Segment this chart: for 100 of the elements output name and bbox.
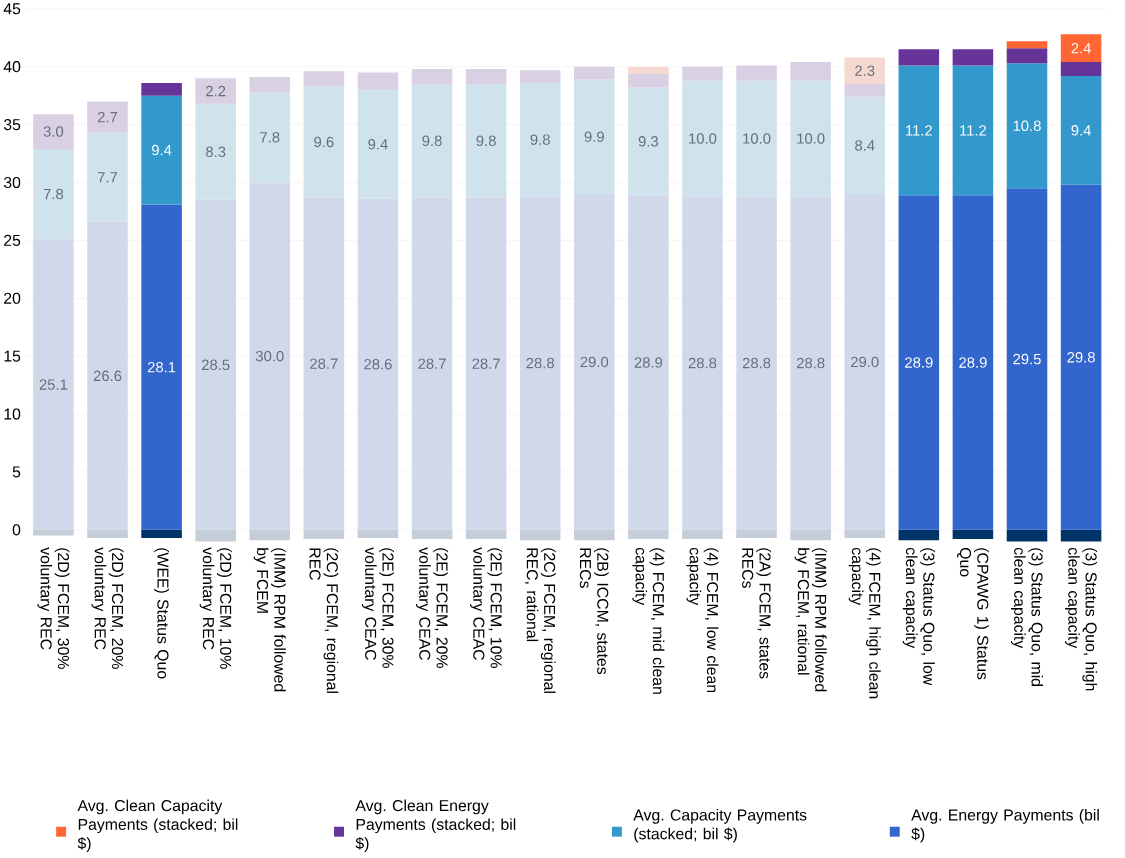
bar — [844, 84, 886, 98]
x-tick-label: (IMM) RPM followed by FCEM — [253, 548, 286, 692]
bar — [790, 62, 831, 81]
bar — [736, 530, 777, 539]
x-tick-label: (3) Status Quo, mid clean capacity — [1010, 548, 1044, 687]
y-tick-label: 0 — [12, 524, 21, 536]
bar — [898, 49, 940, 66]
x-tick-label: (2D) FCEM, 20% voluntary REC — [91, 547, 124, 670]
data-label: 28.1 — [147, 362, 176, 373]
bar — [1006, 530, 1048, 542]
data-label: 10.0 — [797, 133, 825, 144]
data-label: 8.3 — [206, 146, 226, 158]
bar — [952, 530, 994, 540]
bar — [844, 57, 886, 85]
x-tick-label: (2B) ICCM, states RECs — [579, 548, 609, 675]
x-tick-label: (WEE) Status Quo — [154, 548, 169, 679]
data-label: 28.7 — [310, 358, 338, 370]
bar — [952, 195, 994, 531]
bar — [574, 530, 615, 541]
data-label: 9.4 — [1071, 125, 1091, 136]
data-label: 9.8 — [422, 135, 442, 147]
x-tick-label: (2C) FCEM, regional REC, rational — [524, 548, 556, 694]
bar — [1060, 185, 1102, 531]
y-tick-label: 25 — [4, 235, 21, 247]
data-label: 10.8 — [1013, 120, 1041, 132]
bar — [1060, 34, 1102, 63]
bar — [898, 195, 940, 531]
data-label: 9.9 — [584, 131, 604, 143]
bar — [33, 530, 74, 536]
bar — [33, 114, 74, 150]
bar — [952, 65, 994, 196]
legend-label: Avg. Clean Capacity Payments (stacked; bil $) — [77, 799, 238, 853]
data-label: 29.8 — [1067, 352, 1095, 363]
bar — [1006, 188, 1048, 531]
x-tick-label: (4) FCEM, high clean capacity — [848, 548, 881, 699]
y-tick-label: 30 — [3, 177, 21, 189]
bar — [141, 530, 182, 539]
x-tick-label: (2D) FCEM, 30% voluntary REC — [37, 547, 70, 670]
bar — [898, 530, 940, 541]
data-label: 10.0 — [689, 133, 717, 144]
bar — [303, 71, 345, 87]
y-tick-label: 15 — [4, 350, 21, 362]
data-label: 28.5 — [201, 359, 230, 371]
bar — [898, 65, 940, 196]
data-label: 7.8 — [43, 189, 64, 200]
bar — [844, 530, 886, 539]
x-tick-label: (4) FCEM, mid clean capacity — [632, 548, 665, 695]
bar — [1060, 76, 1102, 186]
bar — [357, 72, 399, 91]
data-label: 26.6 — [93, 370, 122, 382]
bar — [1006, 63, 1048, 189]
legend-label: Avg. Capacity Payments (stacked; bil $) — [633, 809, 807, 843]
data-label: 28.8 — [688, 358, 717, 369]
data-label: 30.0 — [255, 351, 284, 362]
bar — [141, 95, 182, 205]
y-tick-label: 20 — [4, 292, 21, 305]
bar — [1060, 62, 1102, 77]
bar — [195, 78, 236, 104]
bar — [790, 530, 831, 541]
bar — [87, 530, 128, 539]
bar — [195, 530, 236, 542]
bar — [411, 69, 453, 85]
data-label: 2.4 — [1071, 43, 1091, 54]
bar — [465, 69, 507, 85]
x-tick-label: (2A) FCEM, states RECs — [742, 548, 772, 679]
x-tick-label: (IMM) RPM followed by FCEM, rational — [794, 548, 827, 692]
bar — [628, 73, 669, 88]
data-label: 9.3 — [638, 136, 659, 147]
data-label: 28.9 — [634, 357, 663, 369]
legend-label: Avg. Energy Payments (bil $) — [911, 809, 1099, 843]
bar — [574, 66, 615, 80]
x-tick-label: (CPAWG 1) Status Quo — [957, 548, 989, 680]
x-tick-label: (2E) FCEM, 30% voluntary CEAC — [361, 547, 394, 669]
data-label: 29.0 — [580, 356, 609, 368]
y-tick-label: 35 — [3, 119, 21, 131]
bar — [682, 530, 723, 540]
bar — [736, 65, 777, 81]
data-label: 28.8 — [526, 358, 554, 369]
data-label: 9.4 — [151, 145, 172, 156]
data-label: 7.8 — [260, 132, 280, 143]
x-tick-label: (2C) FCEM, regional REC — [309, 548, 339, 694]
bar — [682, 66, 723, 81]
data-label: 9.8 — [476, 135, 496, 147]
y-tick-label: 45 — [3, 3, 21, 15]
bar — [519, 530, 561, 541]
y-tick-label: 40 — [3, 61, 21, 73]
bar — [628, 530, 669, 540]
bar — [303, 530, 345, 540]
data-label: 8.4 — [855, 140, 875, 151]
data-label: 9.6 — [314, 136, 334, 148]
bar — [357, 530, 399, 539]
data-label: 28.6 — [364, 359, 392, 370]
data-label: 3.0 — [43, 126, 64, 138]
bar — [1006, 48, 1048, 64]
data-label: 28.7 — [472, 358, 500, 370]
bar — [249, 530, 291, 541]
data-label: 25.1 — [39, 379, 68, 391]
legend-label: Avg. Clean Energy Payments (stacked; bil $) — [355, 799, 516, 853]
data-label: 29.5 — [1013, 354, 1041, 365]
data-label: 28.8 — [742, 358, 771, 369]
